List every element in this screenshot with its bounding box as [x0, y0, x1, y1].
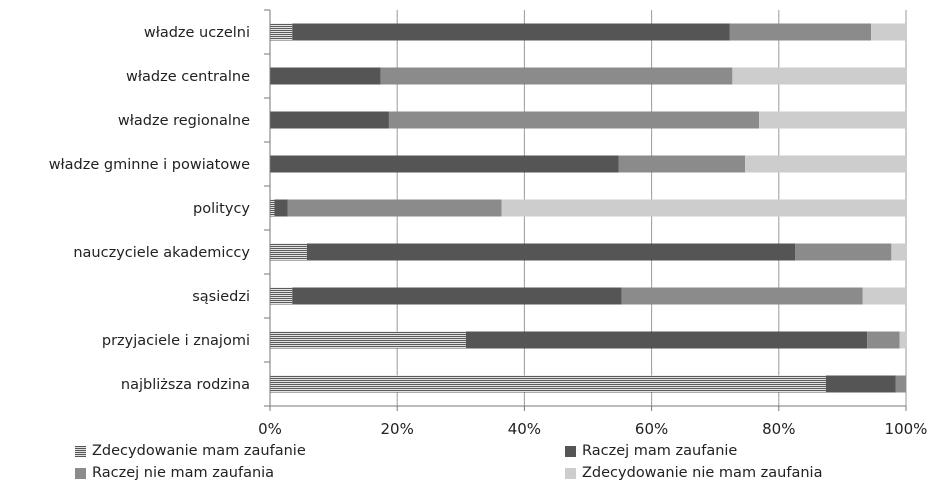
legend: Zdecydowanie mam zaufanie Raczej mam zau…: [0, 443, 935, 484]
bar-segment: [465, 331, 868, 349]
bar-segment: [871, 23, 906, 41]
bar-segment: [270, 243, 307, 261]
bar-segment: [618, 155, 746, 173]
legend-label: Raczej nie mam zaufania: [92, 465, 275, 481]
category-label: przyjaciele i znajomi: [102, 333, 250, 349]
bar-segment: [287, 199, 502, 217]
bar-segment: [759, 111, 906, 129]
legend-label: Raczej mam zaufanie: [582, 443, 738, 459]
bar-segment: [891, 243, 906, 261]
category-label: nauczyciele akademiccy: [73, 245, 250, 261]
legend-swatch: [565, 467, 576, 479]
bar-segment: [732, 67, 906, 85]
legend-swatch: [75, 467, 86, 479]
category-labels: władze uczelni władze centralne władze reg…: [49, 25, 251, 393]
bar-segment: [274, 199, 288, 217]
bar-segment: [729, 23, 872, 41]
bars: [270, 23, 906, 393]
bar-segment: [745, 155, 906, 173]
category-label: sąsiedzi: [192, 289, 250, 305]
bar-segment: [270, 199, 275, 217]
x-tick-label: 100%: [885, 420, 928, 438]
bar-segment: [621, 287, 863, 305]
bar-segment: [825, 375, 896, 393]
bar-segment: [862, 287, 906, 305]
bar-segment: [270, 287, 293, 305]
legend-item-zdecydowanie-nie-mam: Zdecydowanie nie mam zaufania: [565, 465, 822, 481]
bar-segment: [270, 67, 381, 85]
legend-label: Zdecydowanie nie mam zaufania: [582, 465, 823, 481]
bar-segment: [270, 111, 389, 129]
bar-segment: [380, 67, 733, 85]
category-label: politycy: [193, 201, 250, 217]
category-label: władze regionalne: [118, 113, 250, 129]
category-label: władze uczelni: [144, 25, 250, 41]
legend-item-raczej-nie-mam: Raczej nie mam zaufania: [75, 465, 274, 481]
bar-segment: [899, 331, 906, 349]
bar-segment: [270, 331, 466, 349]
x-tick-labels: 0% 20% 40% 60% 80% 100%: [258, 420, 927, 438]
bar-segment: [306, 243, 796, 261]
x-tick-label: 40%: [508, 420, 541, 438]
bar-segment: [292, 287, 622, 305]
bar-segment: [270, 375, 826, 393]
bar-segment: [292, 23, 730, 41]
x-tick-label: 80%: [762, 420, 795, 438]
bar-segment: [795, 243, 892, 261]
category-label: władze gminne i powiatowe: [49, 157, 250, 173]
legend-item-raczej-mam: Raczej mam zaufanie: [565, 443, 737, 459]
legend-label: Zdecydowanie mam zaufanie: [92, 443, 306, 459]
legend-swatch: [75, 445, 86, 457]
category-label: najbliższa rodzina: [121, 377, 250, 393]
x-tick-label: 20%: [381, 420, 414, 438]
bar-segment: [270, 155, 619, 173]
bar-segment: [867, 331, 900, 349]
bar-segment: [270, 23, 293, 41]
x-tick-label: 60%: [635, 420, 668, 438]
x-tick-label: 0%: [258, 420, 282, 438]
legend-swatch: [565, 445, 576, 457]
legend-item-zdecydowanie-mam: Zdecydowanie mam zaufanie: [75, 443, 306, 459]
category-label: władze centralne: [126, 69, 250, 85]
bar-segment: [895, 375, 906, 393]
bar-segment: [501, 199, 906, 217]
bar-segment: [388, 111, 760, 129]
axes: [264, 9, 907, 411]
